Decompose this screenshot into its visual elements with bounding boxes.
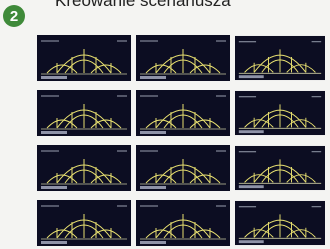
thumbnail — [37, 90, 131, 136]
section-title: Kreowanie scenariusza — [55, 0, 231, 10]
thumbnail — [136, 35, 230, 81]
thumbnail — [136, 200, 230, 246]
thumbnail — [136, 145, 230, 191]
step-number: 2 — [10, 8, 18, 25]
thumbnail — [37, 35, 131, 81]
page: Kreowanie scenariusza 2 (() => { const d… — [0, 0, 330, 249]
thumbnail — [235, 36, 325, 80]
thumbnail — [235, 91, 325, 135]
thumbnail — [235, 201, 325, 245]
page-canvas: Kreowanie scenariusza 2 — [0, 0, 330, 249]
thumbnail-grid — [37, 35, 325, 246]
thumbnail — [136, 90, 230, 136]
thumbnail — [37, 145, 131, 191]
thumbnail — [235, 146, 325, 190]
thumbnail — [37, 200, 131, 246]
